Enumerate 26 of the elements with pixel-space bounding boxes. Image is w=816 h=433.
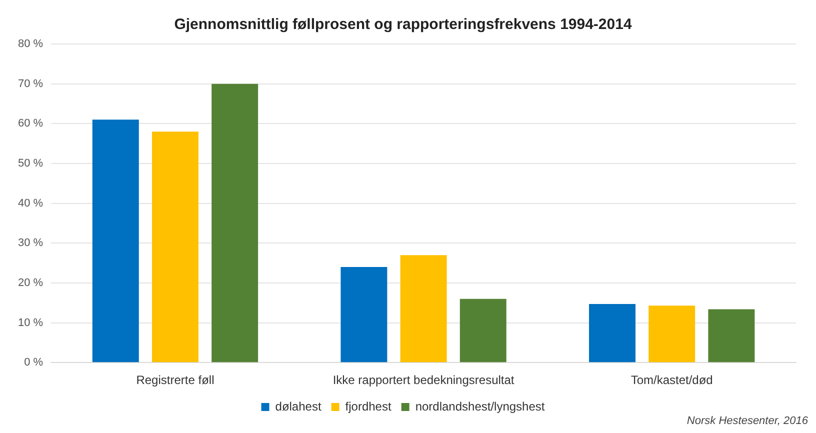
legend-label: nordlandshest/lyngshest: [415, 399, 546, 414]
legend-label: dølahest: [275, 399, 322, 414]
x-tick-label: Ikke rapportert bedekningsresultat: [332, 373, 515, 388]
text: Norsk Hestesenter, 2016: [686, 415, 808, 427]
bar: [708, 309, 755, 362]
y-tick-label: 40 %: [18, 197, 44, 210]
y-tick-label: 60 %: [18, 118, 44, 130]
y-tick-label: 70 %: [18, 78, 44, 90]
y-tick-label: 80 %: [18, 38, 44, 50]
bar: [400, 255, 447, 362]
legend-label: fjordhest: [345, 399, 392, 414]
x-tick-label: Tom/kastet/død: [630, 373, 713, 388]
bar: [648, 306, 696, 362]
y-tick-label: 10 %: [18, 316, 44, 329]
bar: [92, 120, 139, 362]
y-tick-label: 30 %: [18, 237, 44, 250]
bar: [152, 132, 198, 362]
y-tick-label: 50 %: [18, 158, 44, 170]
x-tick-label: Registrerte føll: [136, 373, 214, 388]
chart-title: Gjennomsnittlig føllprosent og rapporteringsfrekvens 1994-2014: [174, 16, 632, 34]
bar: [340, 267, 388, 362]
bar: [589, 304, 636, 362]
bar: [460, 298, 506, 362]
y-tick-label: 20 %: [18, 276, 44, 289]
bar: [212, 84, 258, 362]
y-tick-label: 0 %: [24, 356, 44, 369]
